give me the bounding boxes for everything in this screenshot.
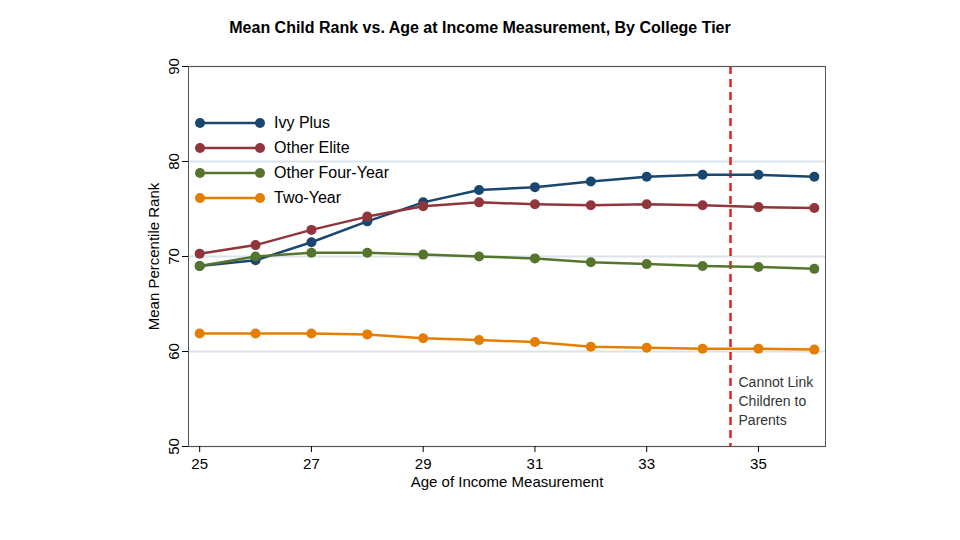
svg-text:Mean Percentile Rank: Mean Percentile Rank [145,182,162,330]
svg-text:50: 50 [165,438,182,455]
html-text:Mean Child Rank vs. Age at Inc: Mean Child Rank vs. Age at Income Measur… [229,19,731,36]
html-text:Other Elite: Other Elite [274,138,350,156]
svg-text:Cannot LinkChildren toParents: Cannot LinkChildren toParents [739,374,815,428]
html-text:Two-Year: Two-Year [274,188,341,206]
svg-text:31: 31 [527,455,544,472]
svg-text:Age of Income Measurement: Age of Income Measurement [411,473,604,490]
svg-text:80: 80 [165,153,182,170]
svg-text:25: 25 [191,455,208,472]
html-text:Ivy Plus: Ivy Plus [274,113,330,131]
svg-text:60: 60 [165,343,182,360]
svg-text:33: 33 [638,455,655,472]
html-text:Other Four-Year: Other Four-Year [274,163,389,181]
svg-text:70: 70 [165,248,182,265]
svg-text:27: 27 [303,455,320,472]
svg-text:35: 35 [750,455,767,472]
svg-text:90: 90 [165,58,182,75]
svg-text:29: 29 [415,455,432,472]
